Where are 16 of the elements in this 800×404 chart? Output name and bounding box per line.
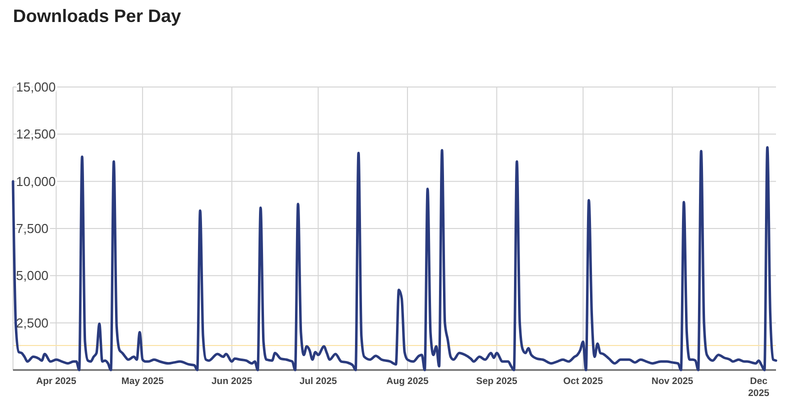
chart-title: Downloads Per Day bbox=[13, 6, 182, 26]
y-tick-label: 7,500 bbox=[16, 221, 49, 236]
y-tick-label: 12,500 bbox=[16, 126, 56, 142]
x-tick-label: Jun 2025 bbox=[211, 376, 253, 387]
y-tick-label: 5,000 bbox=[16, 268, 49, 284]
y-tick-label: 10,000 bbox=[16, 174, 56, 189]
y-tick-label: 15,000 bbox=[16, 80, 56, 95]
line-series bbox=[12, 146, 778, 372]
x-tick-label: Nov 2025 bbox=[651, 376, 694, 387]
x-tick-label: Aug 2025 bbox=[386, 376, 430, 387]
x-tick-label: Jul 2025 bbox=[299, 376, 338, 387]
x-tick-label: Apr 2025 bbox=[36, 376, 77, 387]
x-tick-label: Oct 2025 bbox=[563, 376, 604, 387]
x-tick-label: Sep 2025 bbox=[476, 376, 518, 387]
x-tick-label: May 2025 bbox=[121, 376, 164, 387]
x-tick-label: Dec 2025 bbox=[748, 376, 770, 399]
